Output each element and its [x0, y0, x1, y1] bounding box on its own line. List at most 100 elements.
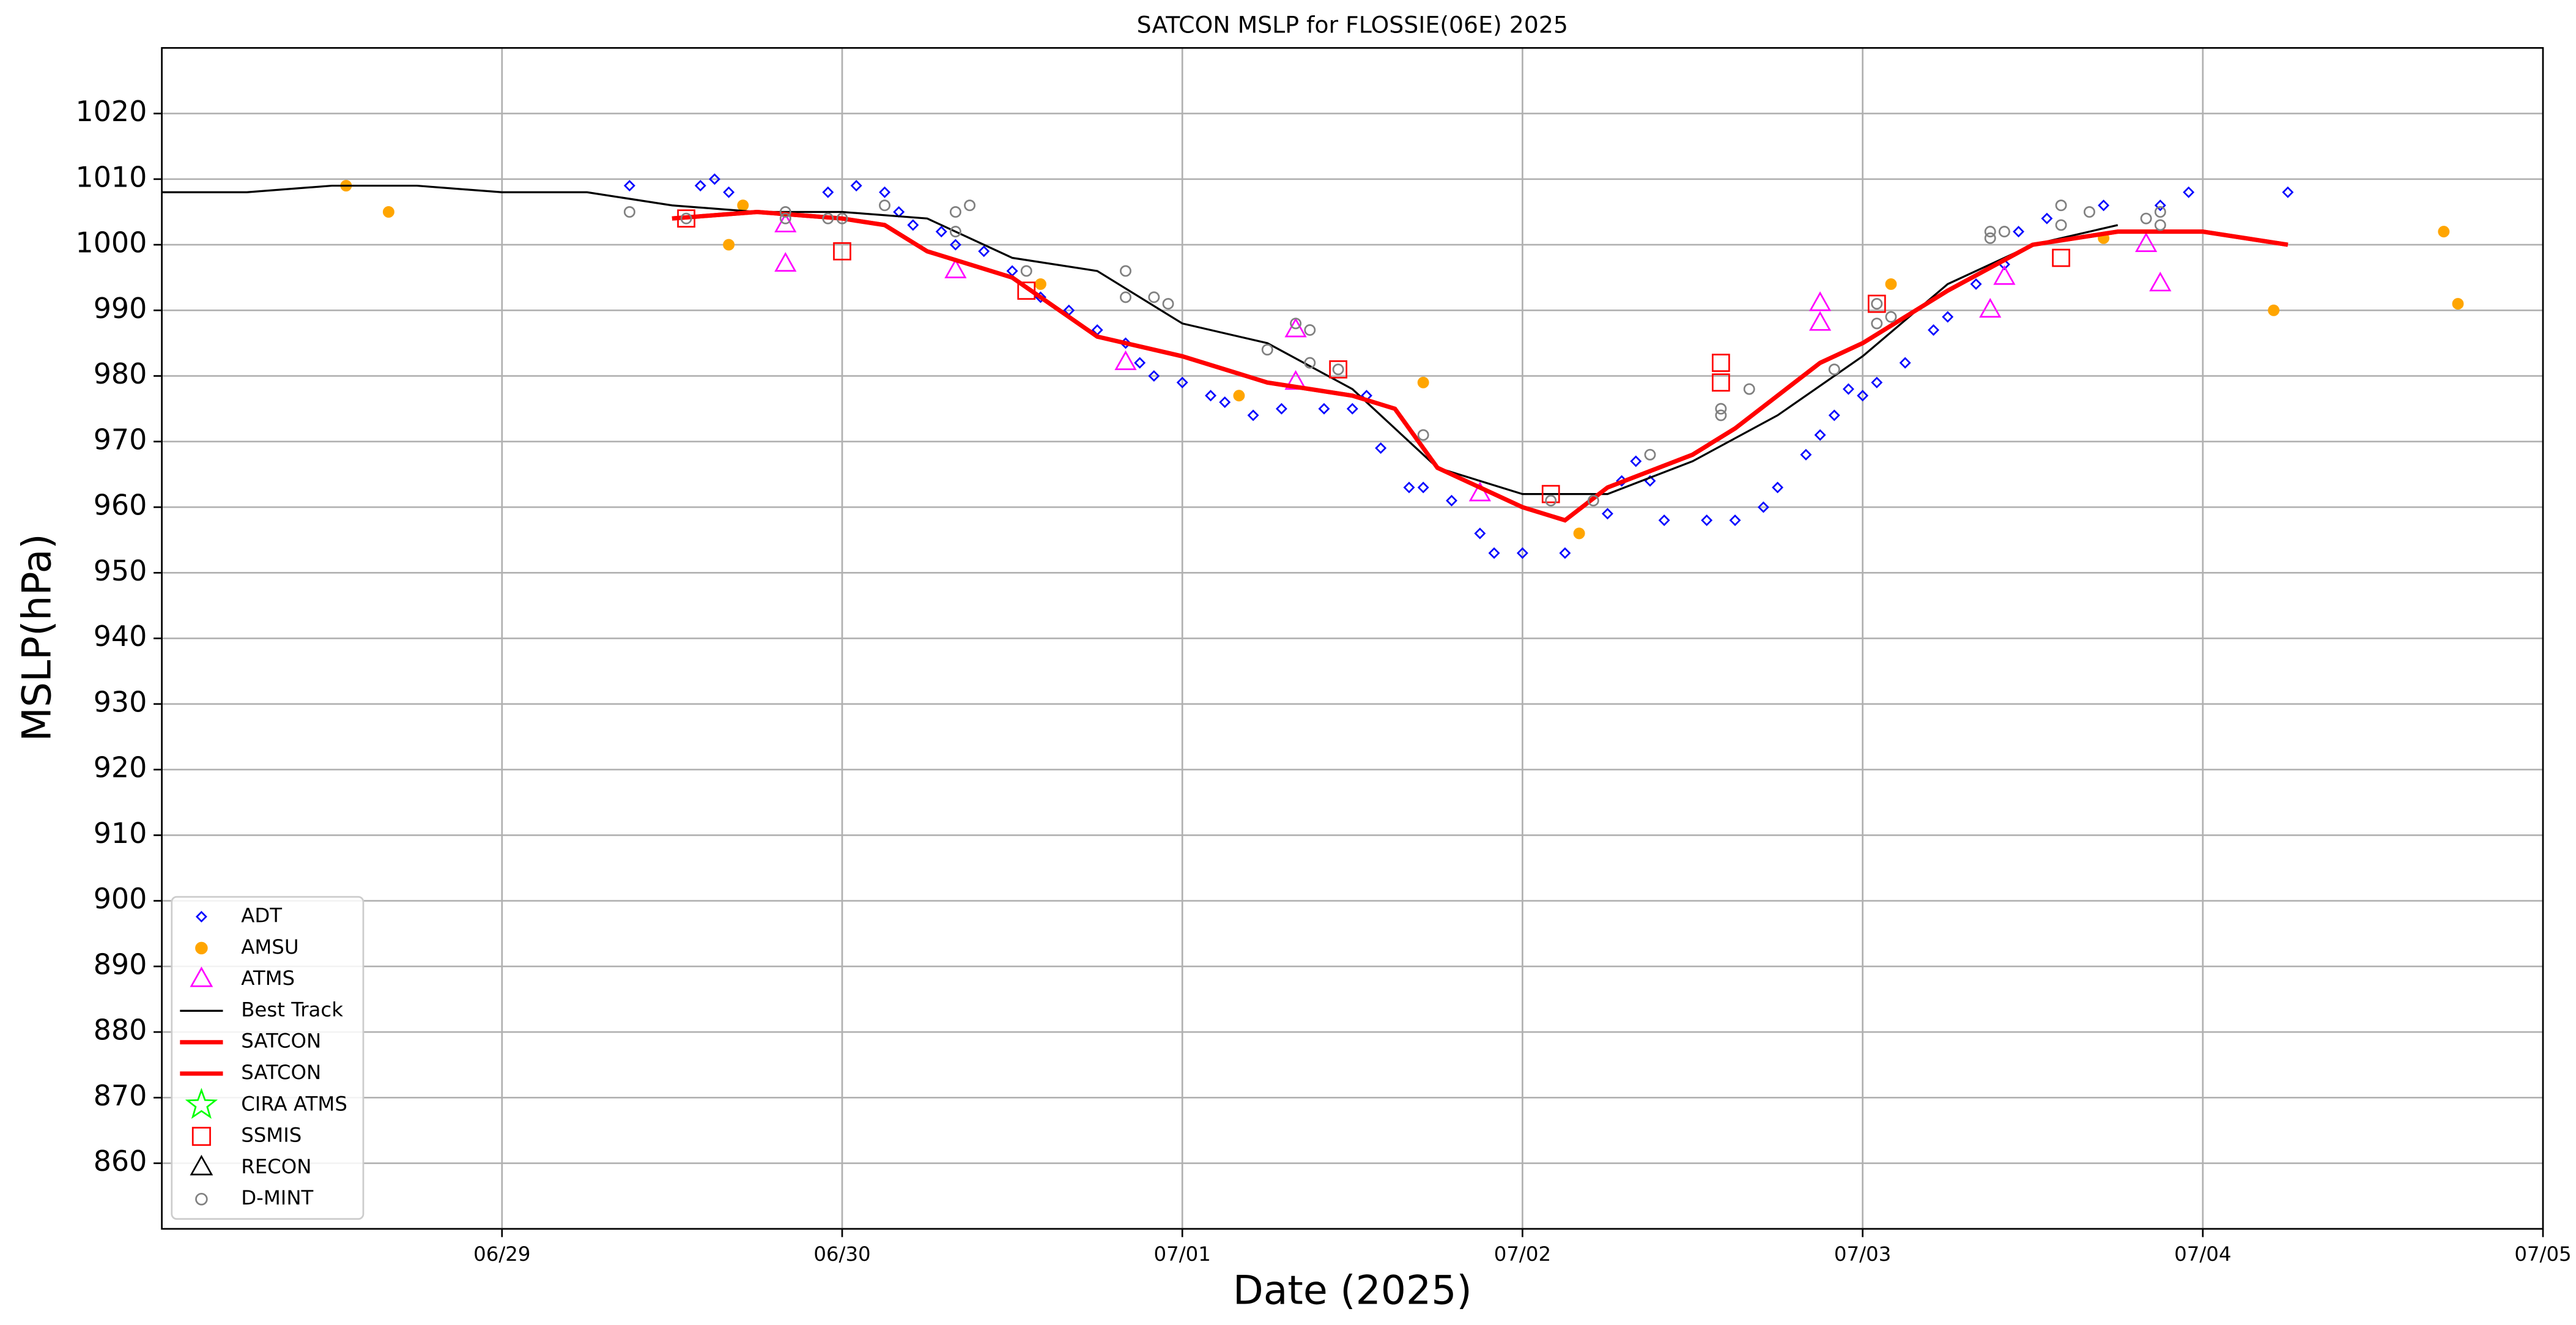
circle-marker [1871, 317, 1883, 330]
diamond-marker [1842, 383, 1854, 395]
square-marker [1711, 373, 1730, 392]
x-tick-label: 07/03 [1834, 1242, 1891, 1266]
y-tick-label: 870 [94, 1079, 147, 1112]
diamond-marker [907, 219, 919, 231]
circle-marker [949, 206, 961, 218]
diamond-marker [1601, 508, 1613, 520]
circle-marker [1304, 324, 1316, 336]
chart-title: SATCON MSLP for FLOSSIE(06E) 2025 [1137, 12, 1568, 39]
y-tick-label: 910 [94, 817, 147, 850]
diamond-marker [1899, 357, 1911, 369]
diamond-marker [1219, 396, 1231, 408]
x-axis-label: Date (2025) [1233, 1268, 1472, 1314]
circle-marker [1545, 494, 1557, 507]
triangle-marker [1979, 298, 2002, 318]
circle-marker [1984, 226, 1996, 238]
grid-layer [161, 48, 2544, 1229]
triangle-marker [2149, 272, 2172, 292]
square-marker [1867, 294, 1886, 313]
diamond-marker [2098, 199, 2110, 212]
triangle-marker [190, 966, 213, 987]
circle-marker [1120, 265, 1131, 277]
diamond-marker [1814, 429, 1826, 441]
circle-marker [822, 212, 834, 225]
circle-marker [1020, 265, 1032, 277]
legend-box [171, 896, 365, 1220]
circle-marker [2154, 219, 2166, 231]
diamond-marker [1701, 514, 1713, 526]
legend-label: AMSU [241, 935, 298, 959]
y-tick-label: 980 [94, 357, 147, 390]
diamond-marker [1942, 311, 1954, 323]
y-axis-label: MSLP(hPa) [14, 533, 60, 741]
legend-label: D-MINT [241, 1186, 313, 1209]
circle-marker [1035, 278, 1046, 290]
triangle-marker [774, 251, 797, 272]
y-tick-label: 900 [94, 882, 147, 915]
circle-marker [723, 239, 735, 251]
circle-marker [1998, 226, 2010, 238]
triangle-marker [1808, 291, 1832, 311]
diamond-marker [1800, 448, 1812, 461]
diamond-marker [822, 186, 834, 198]
circle-marker [195, 1192, 208, 1206]
y-tick-label: 940 [94, 620, 147, 653]
circle-marker [1715, 409, 1727, 421]
axes-layer: 860 870 880 890 900 910 920 930 940 950 960 970 980 9… [76, 95, 2572, 1266]
y-tick-label: 960 [94, 489, 147, 522]
square-marker [191, 1127, 211, 1146]
legend-label: SATCON [241, 1061, 321, 1084]
circle-marker [2268, 304, 2280, 316]
circle-marker [1871, 298, 1883, 310]
series-line [672, 209, 2289, 523]
y-tick-label: 990 [94, 292, 147, 325]
circle-marker [1290, 317, 1302, 330]
diamond-marker [978, 245, 990, 258]
y-tick-label: 1010 [76, 160, 147, 193]
diamond-marker [1729, 514, 1741, 526]
circle-marker [195, 941, 208, 955]
circle-marker [964, 199, 976, 212]
triangle-marker [774, 212, 797, 232]
diamond-marker [850, 180, 862, 192]
circle-marker [1332, 363, 1344, 376]
circle-marker [1715, 403, 1727, 415]
legend-label: CIRA ATMS [241, 1092, 347, 1115]
diamond-marker [723, 186, 735, 198]
y-tick-label: 970 [94, 423, 147, 456]
circle-marker [1743, 383, 1755, 395]
diamond-marker [1630, 455, 1642, 467]
square-marker [2052, 248, 2070, 267]
circle-marker [879, 199, 890, 212]
diamond-marker [949, 239, 961, 251]
square-marker [677, 209, 695, 228]
circle-marker [1148, 291, 1160, 303]
circle-marker [1304, 357, 1316, 369]
circle-marker [1261, 344, 1273, 356]
legend-label: RECON [241, 1155, 311, 1178]
x-tick-label: 07/01 [1154, 1242, 1211, 1266]
x-tick-label: 07/02 [1494, 1242, 1551, 1266]
diamond-marker [1318, 403, 1330, 415]
circle-marker [623, 206, 635, 218]
triangle-marker [1993, 265, 2016, 285]
triangle-marker [944, 258, 967, 278]
diamond-marker [1375, 442, 1387, 455]
circle-marker [2083, 206, 2095, 218]
circle-marker [680, 212, 692, 225]
diamond-marker [1658, 514, 1670, 526]
diamond-marker [2013, 226, 2024, 238]
legend-label: SSMIS [241, 1124, 302, 1147]
diamond-marker [1474, 527, 1486, 540]
legend-label: ATMS [241, 967, 295, 990]
circle-marker [1885, 278, 1897, 290]
diamond-marker [623, 180, 635, 192]
circle-marker [1828, 363, 1840, 376]
circle-marker [1233, 390, 1245, 402]
triangle-marker [190, 1154, 213, 1176]
circle-marker [1417, 429, 1429, 441]
circle-marker [2154, 206, 2166, 218]
diamond-marker [195, 911, 207, 922]
triangle-marker [1284, 317, 1307, 338]
